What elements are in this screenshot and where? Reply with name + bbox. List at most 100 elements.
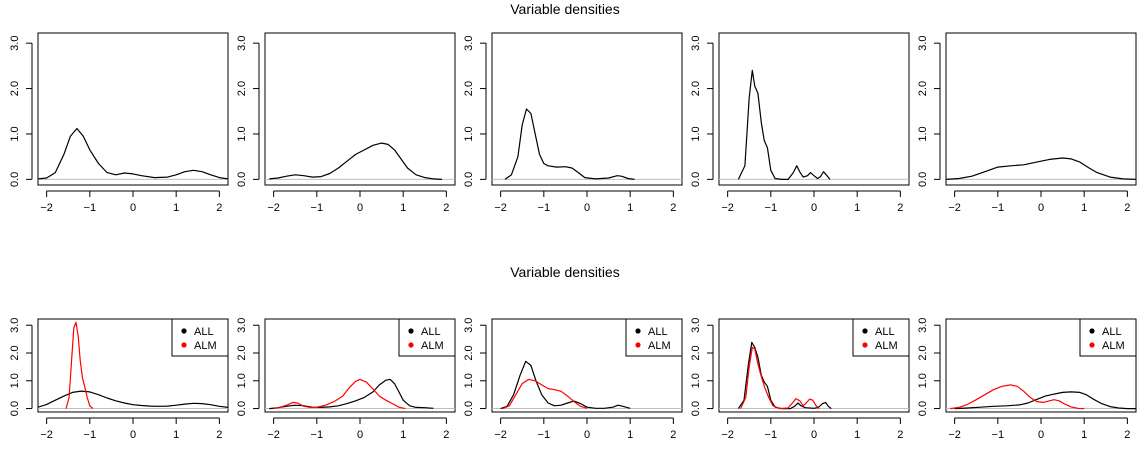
- x-tick-label: −2: [267, 429, 280, 441]
- y-tick-label: 1.0: [690, 373, 702, 388]
- x-tick-label: −1: [765, 429, 778, 441]
- density-line-all: [38, 127, 228, 180]
- x-tick-label: 1: [854, 429, 860, 441]
- panel-2-2: −2 −1 0 1 2 0.0 1.0 2.0 3.0 ALL ALM: [236, 318, 456, 441]
- y-tick-label: 0.0: [9, 401, 21, 416]
- x-tick-label: −1: [84, 429, 97, 441]
- y-tick-label: 2.0: [236, 345, 248, 360]
- density-line-all: [737, 341, 832, 410]
- panel-1-3: −2 −1 0 1 2 0.0 1.0 2.0 3.0: [463, 32, 683, 214]
- plot-frame: [264, 32, 456, 186]
- y-tick-label: 1.0: [236, 126, 248, 141]
- legend-marker-alm: [635, 342, 641, 348]
- series-group: [737, 69, 831, 180]
- panel-2-3: −2 −1 0 1 2 0.0 1.0 2.0 3.0 ALL ALM: [463, 318, 683, 441]
- y-tick-label: 0.0: [690, 401, 702, 416]
- series-group: [950, 384, 1136, 410]
- legend-label-alm: ALM: [875, 340, 898, 352]
- y-tick-label: 1.0: [9, 373, 21, 388]
- x-tick-label: 0: [811, 429, 817, 441]
- y-tick-label: 0.0: [463, 172, 475, 187]
- density-line-all: [954, 391, 1136, 410]
- plot-frame: [945, 32, 1137, 186]
- x-tick-label: 0: [584, 202, 590, 214]
- y-tick-label: 0.0: [463, 401, 475, 416]
- legend-box: [852, 318, 910, 357]
- density-line-all: [946, 157, 1136, 180]
- series-group: [946, 157, 1136, 180]
- density-line-all: [269, 142, 443, 180]
- series-group: [269, 142, 443, 180]
- y-tick-label: 2.0: [463, 345, 475, 360]
- y-tick-label: 0.0: [9, 172, 21, 187]
- legend-marker-all: [635, 328, 641, 334]
- legend-marker-alm: [181, 342, 187, 348]
- x-tick-label: 1: [1081, 429, 1087, 441]
- legend-marker-all: [408, 328, 414, 334]
- x-tick-label: −1: [765, 202, 778, 214]
- y-tick-label: 1.0: [463, 373, 475, 388]
- x-tick-label: 1: [627, 202, 633, 214]
- series-group: [269, 378, 434, 410]
- y-tick-label: 1.0: [9, 126, 21, 141]
- x-tick-label: 0: [811, 202, 817, 214]
- legend-label-all: ALL: [875, 326, 895, 338]
- plot-frame: [718, 318, 910, 413]
- x-tick-label: −1: [311, 429, 324, 441]
- panel-1-4: −2 −1 0 1 2 0.0 1.0 2.0 3.0: [690, 32, 910, 214]
- x-tick-label: 1: [173, 202, 179, 214]
- x-tick-label: 1: [854, 202, 860, 214]
- y-tick-label: 2.0: [917, 81, 929, 96]
- x-tick-label: 1: [1081, 202, 1087, 214]
- panel-1-5: −2 −1 0 1 2 0.0 1.0 2.0 3.0: [917, 32, 1137, 214]
- plot-frame: [491, 318, 683, 413]
- legend-label-all: ALL: [648, 326, 668, 338]
- panel-2-1: −2 −1 0 1 2 0.0 1.0 2.0 3.0 ALL ALM: [9, 318, 229, 441]
- y-tick-label: 3.0: [690, 36, 702, 51]
- legend-marker-alm: [862, 342, 868, 348]
- legend-label-all: ALL: [421, 326, 441, 338]
- legend-box: [1079, 318, 1137, 357]
- y-tick-label: 1.0: [463, 126, 475, 141]
- density-line-all: [269, 378, 434, 410]
- legend: ALL ALM: [625, 318, 683, 357]
- panel-2-4: −2 −1 0 1 2 0.0 1.0 2.0 3.0 ALL ALM: [690, 318, 910, 441]
- y-tick-label: 2.0: [463, 81, 475, 96]
- legend-marker-alm: [1089, 342, 1095, 348]
- density-line-all: [500, 360, 631, 410]
- x-tick-label: −2: [40, 202, 53, 214]
- x-tick-label: −2: [40, 429, 53, 441]
- density-line-alm: [65, 321, 94, 410]
- x-tick-label: −1: [311, 202, 324, 214]
- y-tick-label: 3.0: [236, 318, 248, 333]
- y-tick-label: 3.0: [236, 36, 248, 51]
- y-tick-label: 1.0: [917, 126, 929, 141]
- y-tick-label: 2.0: [917, 345, 929, 360]
- legend-box: [398, 318, 456, 357]
- series-group: [38, 321, 228, 410]
- x-tick-label: 2: [1124, 202, 1130, 214]
- legend-marker-alm: [408, 342, 414, 348]
- y-tick-label: 0.0: [236, 172, 248, 187]
- legend-label-alm: ALM: [648, 340, 671, 352]
- x-tick-label: −2: [494, 429, 507, 441]
- x-tick-label: 0: [1038, 202, 1044, 214]
- density-line-alm: [740, 346, 820, 410]
- x-tick-label: −1: [992, 429, 1005, 441]
- x-tick-label: 1: [400, 429, 406, 441]
- panel-2-5: −2 −1 0 1 2 0.0 1.0 2.0 3.0 ALL ALM: [917, 318, 1137, 441]
- x-tick-label: 0: [584, 429, 590, 441]
- x-tick-label: 0: [1038, 429, 1044, 441]
- row-1-title: Variable densities: [510, 1, 619, 17]
- x-tick-label: −1: [538, 429, 551, 441]
- y-tick-label: 2.0: [690, 345, 702, 360]
- x-tick-label: 0: [130, 202, 136, 214]
- y-tick-label: 2.0: [9, 81, 21, 96]
- legend-marker-all: [181, 328, 187, 334]
- density-line-all: [737, 69, 831, 180]
- y-tick-label: 0.0: [690, 172, 702, 187]
- x-tick-label: 0: [130, 429, 136, 441]
- x-tick-label: −2: [721, 202, 734, 214]
- density-line-alm: [502, 378, 588, 410]
- y-tick-label: 3.0: [9, 318, 21, 333]
